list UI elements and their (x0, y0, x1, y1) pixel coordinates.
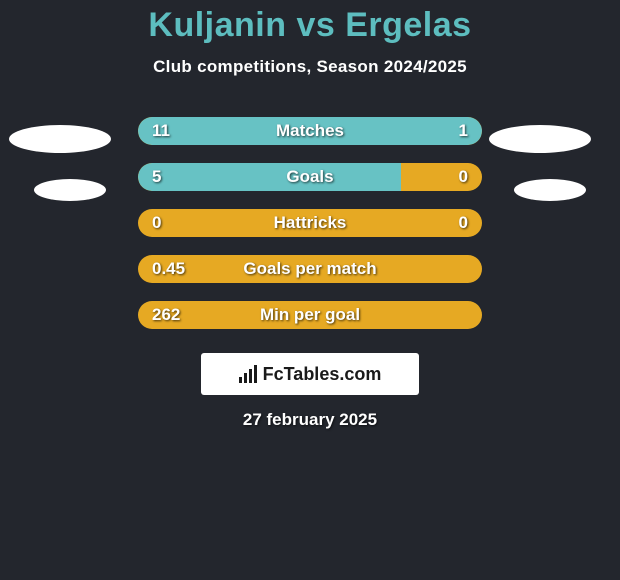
bar-right-value: 0 (459, 163, 468, 191)
bar-label: Hattricks (138, 209, 482, 237)
bar-label: Min per goal (138, 301, 482, 329)
bar-right-value: 0 (459, 209, 468, 237)
bar-row: 5 Goals 0 (138, 163, 482, 191)
bar-row: 0.45 Goals per match (138, 255, 482, 283)
player-left-club-avatar (34, 179, 106, 201)
bar-row: 262 Min per goal (138, 301, 482, 329)
page-title: Kuljanin vs Ergelas (0, 0, 620, 45)
subtitle: Club competitions, Season 2024/2025 (0, 57, 620, 77)
bar-row: 0 Hattricks 0 (138, 209, 482, 237)
date-label: 27 february 2025 (0, 410, 620, 430)
bar-label: Goals (138, 163, 482, 191)
logo-inner: FcTables.com (239, 364, 382, 385)
logo-bars-icon (239, 365, 257, 383)
fctables-logo: FcTables.com (201, 353, 419, 395)
player-left-avatar (9, 125, 111, 153)
logo-text: FcTables.com (263, 364, 382, 385)
player-right-avatar (489, 125, 591, 153)
bar-label: Goals per match (138, 255, 482, 283)
stats-area: 11 Matches 1 5 Goals 0 0 Hattricks 0 (0, 117, 620, 357)
bar-label: Matches (138, 117, 482, 145)
stat-bars: 11 Matches 1 5 Goals 0 0 Hattricks 0 (138, 117, 482, 329)
comparison-card: Kuljanin vs Ergelas Club competitions, S… (0, 0, 620, 580)
bar-right-value: 1 (459, 117, 468, 145)
bar-row: 11 Matches 1 (138, 117, 482, 145)
player-right-club-avatar (514, 179, 586, 201)
